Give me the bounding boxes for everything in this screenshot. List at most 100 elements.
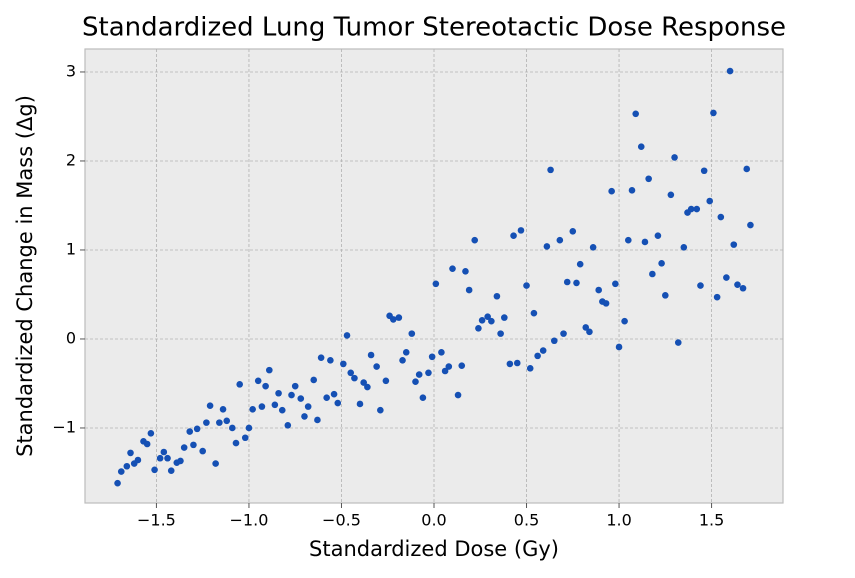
point — [493, 292, 501, 300]
point — [241, 434, 249, 442]
point — [454, 391, 462, 399]
point — [615, 343, 623, 351]
point — [608, 187, 615, 195]
point — [314, 416, 321, 424]
point — [662, 292, 669, 299]
point — [117, 468, 125, 475]
point — [517, 227, 525, 234]
point — [123, 462, 131, 470]
point — [573, 279, 580, 287]
point — [258, 403, 266, 410]
point — [523, 282, 530, 289]
point — [373, 363, 380, 370]
point — [458, 362, 466, 369]
point — [190, 441, 197, 449]
y-tick-label: −1 — [52, 417, 76, 436]
point — [266, 366, 273, 374]
point — [717, 213, 725, 221]
x-axis-label: Standardized Dose (Gy) — [309, 537, 559, 561]
point — [700, 167, 708, 175]
x-tick-label: 1.5 — [699, 511, 724, 530]
point — [156, 454, 164, 462]
point — [199, 447, 206, 455]
x-tick-label: −0.5 — [322, 511, 361, 530]
point — [710, 109, 717, 117]
point — [271, 401, 279, 409]
point — [428, 353, 436, 361]
point — [667, 191, 675, 199]
y-tick-label: 2 — [66, 150, 76, 169]
point — [497, 330, 504, 337]
point — [543, 243, 551, 250]
point — [262, 382, 269, 390]
point — [143, 440, 151, 448]
point — [621, 317, 628, 325]
point — [356, 400, 364, 408]
point — [412, 378, 419, 385]
y-tick-label: 1 — [66, 239, 76, 258]
point — [399, 357, 406, 364]
point — [449, 265, 456, 272]
point — [223, 417, 231, 425]
point — [232, 439, 240, 447]
x-tick-label: 0.5 — [514, 511, 539, 530]
point — [697, 282, 704, 289]
point — [530, 309, 538, 317]
point — [425, 369, 432, 377]
point — [649, 270, 656, 278]
point — [438, 349, 445, 356]
point — [323, 394, 330, 402]
point — [432, 280, 440, 288]
y-tick-label: 0 — [66, 328, 76, 347]
point — [186, 428, 194, 435]
point — [203, 419, 210, 426]
point — [127, 449, 134, 457]
point — [310, 376, 318, 384]
point — [687, 205, 695, 213]
point — [284, 422, 292, 429]
y-axis-label: Standardized Change in Mass (Δg) — [13, 95, 37, 457]
point — [739, 284, 747, 292]
x-tick-label: 0.0 — [421, 511, 446, 530]
point — [569, 227, 577, 235]
point — [582, 324, 590, 331]
y-tick-label: 3 — [66, 61, 76, 80]
point — [219, 405, 227, 413]
point — [330, 390, 338, 398]
point — [304, 403, 312, 410]
point — [637, 143, 645, 151]
point — [151, 466, 158, 474]
point — [501, 314, 508, 321]
point — [327, 357, 334, 364]
point — [212, 460, 219, 467]
point — [563, 278, 571, 286]
point — [706, 197, 714, 205]
chart-title: Standardized Lung Tumor Stereotactic Dos… — [82, 13, 786, 43]
point — [360, 379, 367, 386]
point — [254, 377, 262, 385]
point — [291, 382, 299, 390]
point — [245, 424, 253, 432]
point — [216, 419, 223, 426]
point — [513, 359, 521, 367]
point — [743, 165, 751, 173]
point — [377, 406, 384, 414]
point — [193, 425, 201, 433]
point — [641, 238, 649, 246]
point — [484, 313, 491, 321]
point — [167, 467, 175, 474]
point — [206, 402, 214, 410]
point — [726, 67, 734, 75]
point — [415, 371, 423, 378]
point — [586, 328, 593, 336]
point — [134, 456, 142, 464]
point — [576, 260, 584, 268]
point — [488, 317, 495, 325]
point — [658, 260, 665, 267]
point — [734, 281, 741, 288]
point — [278, 406, 286, 414]
point — [632, 110, 640, 118]
point — [445, 363, 453, 370]
